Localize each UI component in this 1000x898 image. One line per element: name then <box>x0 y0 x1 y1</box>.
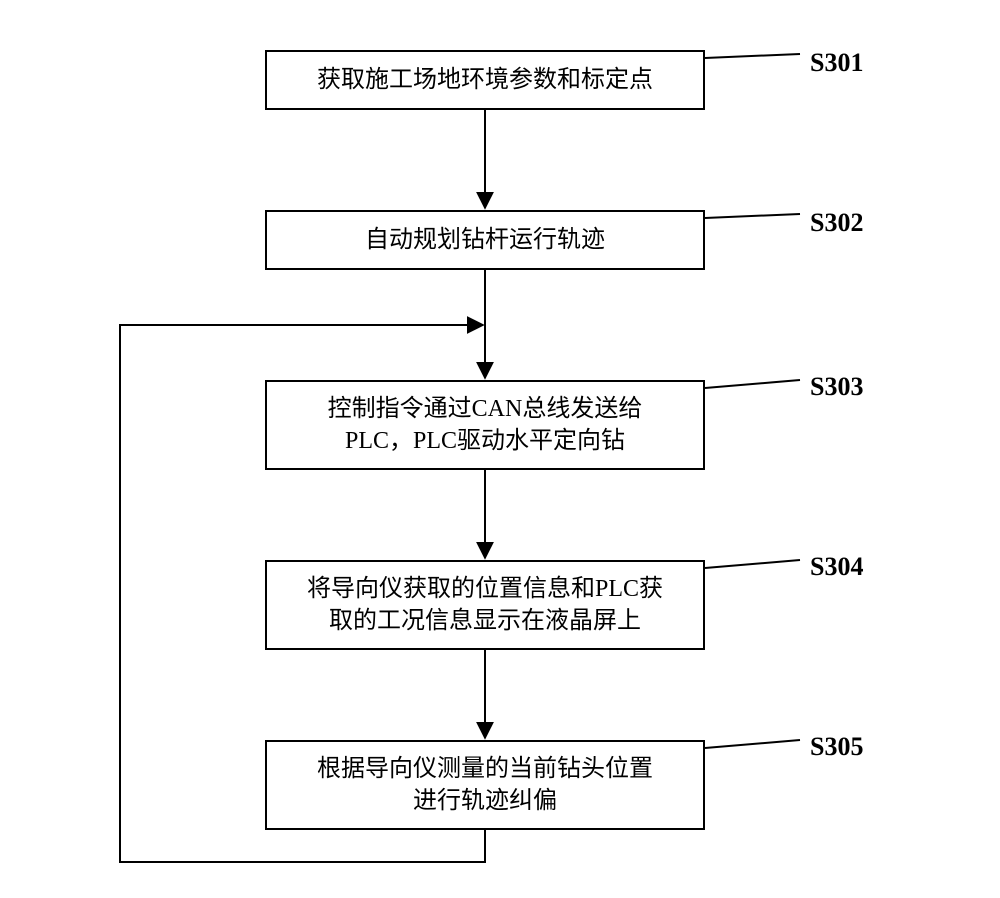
leader-s301 <box>705 54 800 58</box>
leader-s303 <box>705 380 800 388</box>
step-label-s304: S304 <box>810 552 863 582</box>
label-text: S301 <box>810 48 863 77</box>
leader-s302 <box>705 214 800 218</box>
leader-s304 <box>705 560 800 568</box>
step-label-s301: S301 <box>810 48 863 78</box>
node-text: 控制指令通过CAN总线发送给PLC，PLC驱动水平定向钻 <box>328 393 643 458</box>
step-label-s305: S305 <box>810 732 863 762</box>
leader-s305 <box>705 740 800 748</box>
step-label-s302: S302 <box>810 208 863 238</box>
node-text: 根据导向仪测量的当前钻头位置进行轨迹纠偏 <box>317 753 653 818</box>
label-text: S302 <box>810 208 863 237</box>
node-text: 自动规划钻杆运行轨迹 <box>365 224 605 256</box>
flowchart-canvas: 获取施工场地环境参数和标定点 自动规划钻杆运行轨迹 控制指令通过CAN总线发送给… <box>0 0 1000 898</box>
flow-node-s303: 控制指令通过CAN总线发送给PLC，PLC驱动水平定向钻 <box>265 380 705 470</box>
flow-node-s301: 获取施工场地环境参数和标定点 <box>265 50 705 110</box>
label-text: S304 <box>810 552 863 581</box>
node-text: 将导向仪获取的位置信息和PLC获取的工况信息显示在液晶屏上 <box>307 573 663 638</box>
label-text: S303 <box>810 372 863 401</box>
flow-node-s304: 将导向仪获取的位置信息和PLC获取的工况信息显示在液晶屏上 <box>265 560 705 650</box>
step-label-s303: S303 <box>810 372 863 402</box>
flow-node-s305: 根据导向仪测量的当前钻头位置进行轨迹纠偏 <box>265 740 705 830</box>
label-text: S305 <box>810 732 863 761</box>
flow-node-s302: 自动规划钻杆运行轨迹 <box>265 210 705 270</box>
node-text: 获取施工场地环境参数和标定点 <box>317 64 653 96</box>
